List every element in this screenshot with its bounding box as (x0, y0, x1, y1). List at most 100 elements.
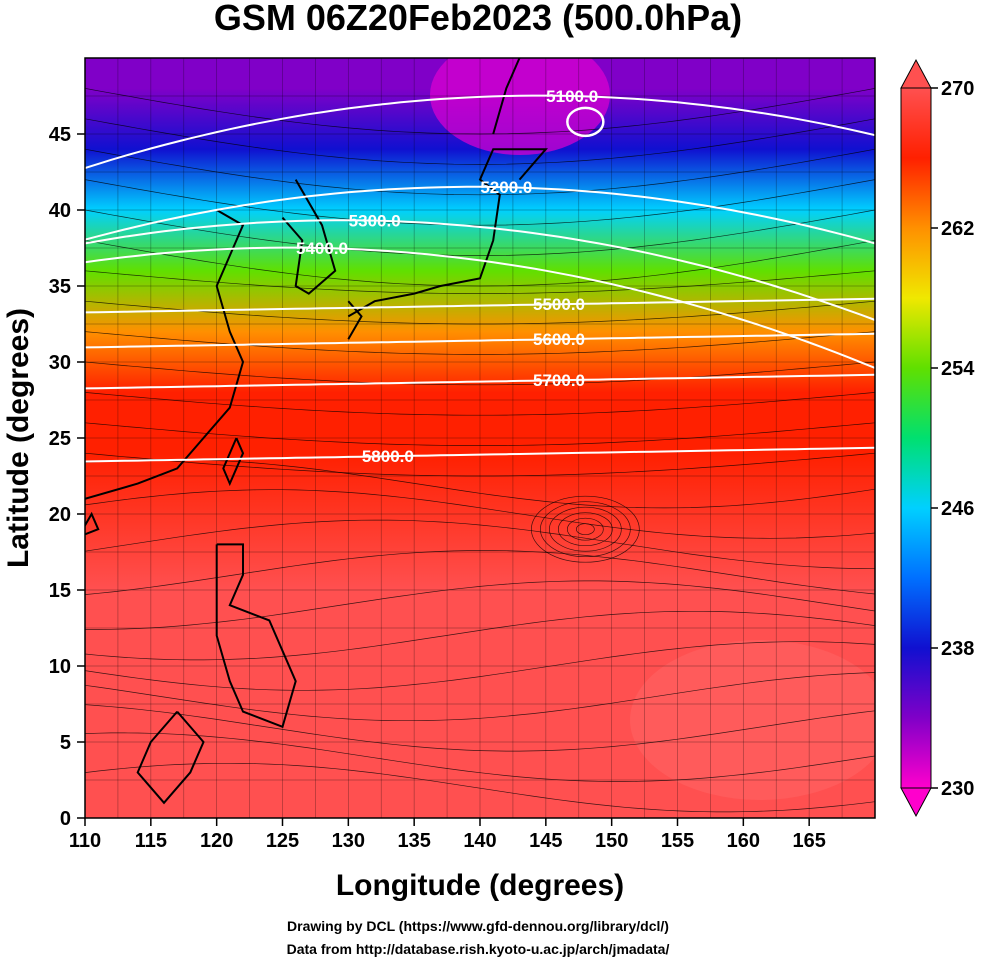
contour-label: 5100.0 (546, 87, 598, 106)
streamline (85, 452, 875, 477)
x-tick-label: 140 (463, 830, 496, 852)
x-axis-ticks: 110 115 120 125 130 135 140 145 150 155 160 165 (69, 818, 826, 852)
contour-label: 5200.0 (480, 178, 532, 197)
streamline (85, 422, 875, 446)
colorbar-tick-label: 230 (941, 778, 974, 800)
colorbar-tick-label: 246 (941, 498, 974, 520)
coastline (215, 543, 297, 729)
streamline (85, 148, 875, 196)
coastline (281, 179, 337, 295)
contour-label: 5800.0 (362, 447, 414, 466)
height-contour (85, 219, 875, 321)
chart-title: GSM 06Z20Feb2023 (500.0hPa) (214, 0, 742, 38)
colorbar-tick-label: 238 (941, 638, 974, 660)
y-axis-label: Latitude (degrees) (2, 308, 35, 568)
streamline (85, 270, 875, 294)
y-tick-label: 30 (49, 352, 71, 374)
y-tick-label: 5 (60, 732, 71, 754)
streamline (85, 489, 875, 539)
height-contour (85, 446, 875, 463)
colorbar-top-arrow (900, 58, 932, 89)
y-tick-label: 35 (49, 276, 71, 298)
streamline (85, 179, 875, 226)
colorbar-tick-label: 254 (941, 358, 975, 380)
y-tick-label: 20 (49, 504, 71, 526)
height-contour (85, 94, 875, 169)
height-contour (85, 185, 875, 245)
contour-label: 5600.0 (533, 330, 585, 349)
y-tick-label: 40 (49, 200, 71, 222)
coastline (85, 511, 100, 536)
streamline (85, 240, 875, 287)
contour-label: 5300.0 (349, 212, 401, 231)
streamline (85, 458, 875, 509)
x-tick-label: 120 (200, 830, 233, 852)
vortex-streamline (575, 523, 595, 536)
coastline (492, 58, 521, 135)
colorbar-body (900, 87, 932, 789)
y-tick-label: 10 (49, 656, 71, 678)
closed-contour (566, 106, 605, 138)
y-tick-label: 15 (49, 580, 71, 602)
vortex-streamline (566, 517, 604, 541)
streamline (85, 732, 875, 782)
height-contour (85, 373, 875, 390)
wind-streamlines (85, 88, 875, 813)
x-tick-label: 155 (661, 830, 694, 852)
streamline (85, 610, 875, 661)
streamline (85, 704, 875, 752)
y-tick-label: 45 (49, 124, 71, 146)
cold-core (430, 58, 610, 155)
streamline (85, 331, 875, 355)
colorbar-tick-label: 270 (941, 78, 974, 100)
streamline (85, 300, 875, 325)
x-tick-label: 165 (792, 830, 825, 852)
x-tick-label: 145 (529, 830, 562, 852)
streamline (85, 118, 875, 165)
height-contour (85, 297, 875, 314)
colorbar-bottom-arrow (900, 787, 932, 818)
colorbar-ticks: 230 238 246 254 262 270 (931, 78, 975, 800)
grid-lines (85, 58, 875, 818)
x-tick-label: 110 (69, 830, 101, 852)
y-tick-label: 25 (49, 428, 71, 450)
streamline (85, 392, 875, 416)
vortex-streamline (530, 495, 640, 563)
contour-label: 5500.0 (533, 295, 585, 314)
x-tick-label: 115 (135, 830, 167, 852)
streamline (85, 641, 875, 691)
streamline (85, 209, 875, 256)
credit-line-1: Drawing by DCL (https://www.gfd-dennou.o… (287, 918, 669, 934)
x-tick-label: 125 (266, 830, 299, 852)
x-tick-label: 150 (595, 830, 628, 852)
streamline (85, 672, 875, 722)
streamline (85, 762, 875, 813)
height-contour (85, 332, 875, 349)
streamline (85, 519, 875, 570)
height-contour (85, 246, 875, 369)
colorbar-tick-label: 262 (941, 218, 974, 240)
vortex-streamline (557, 512, 613, 547)
warm-patch (630, 640, 875, 800)
credit-line-2: Data from http://database.rish.kyoto-u.a… (287, 941, 670, 957)
y-axis-ticks: 0 5 10 15 20 25 30 35 40 45 (49, 124, 85, 830)
coastline (85, 209, 245, 500)
colorbar: 230 238 246 254 262 270 (900, 58, 975, 818)
vortex-streamline (539, 501, 631, 558)
contour-label: 5700.0 (533, 371, 585, 390)
vortex-streamline (548, 506, 622, 552)
x-tick-label: 135 (397, 830, 430, 852)
coastline (347, 148, 548, 318)
streamline (85, 361, 875, 386)
y-tick-label: 0 (60, 808, 71, 830)
coastline (347, 300, 363, 340)
x-axis-label: Longitude (degrees) (336, 869, 624, 902)
contour-label: 5400.0 (296, 239, 348, 258)
coastline (136, 710, 205, 805)
x-tick-label: 160 (727, 830, 760, 852)
x-tick-label: 130 (332, 830, 365, 852)
